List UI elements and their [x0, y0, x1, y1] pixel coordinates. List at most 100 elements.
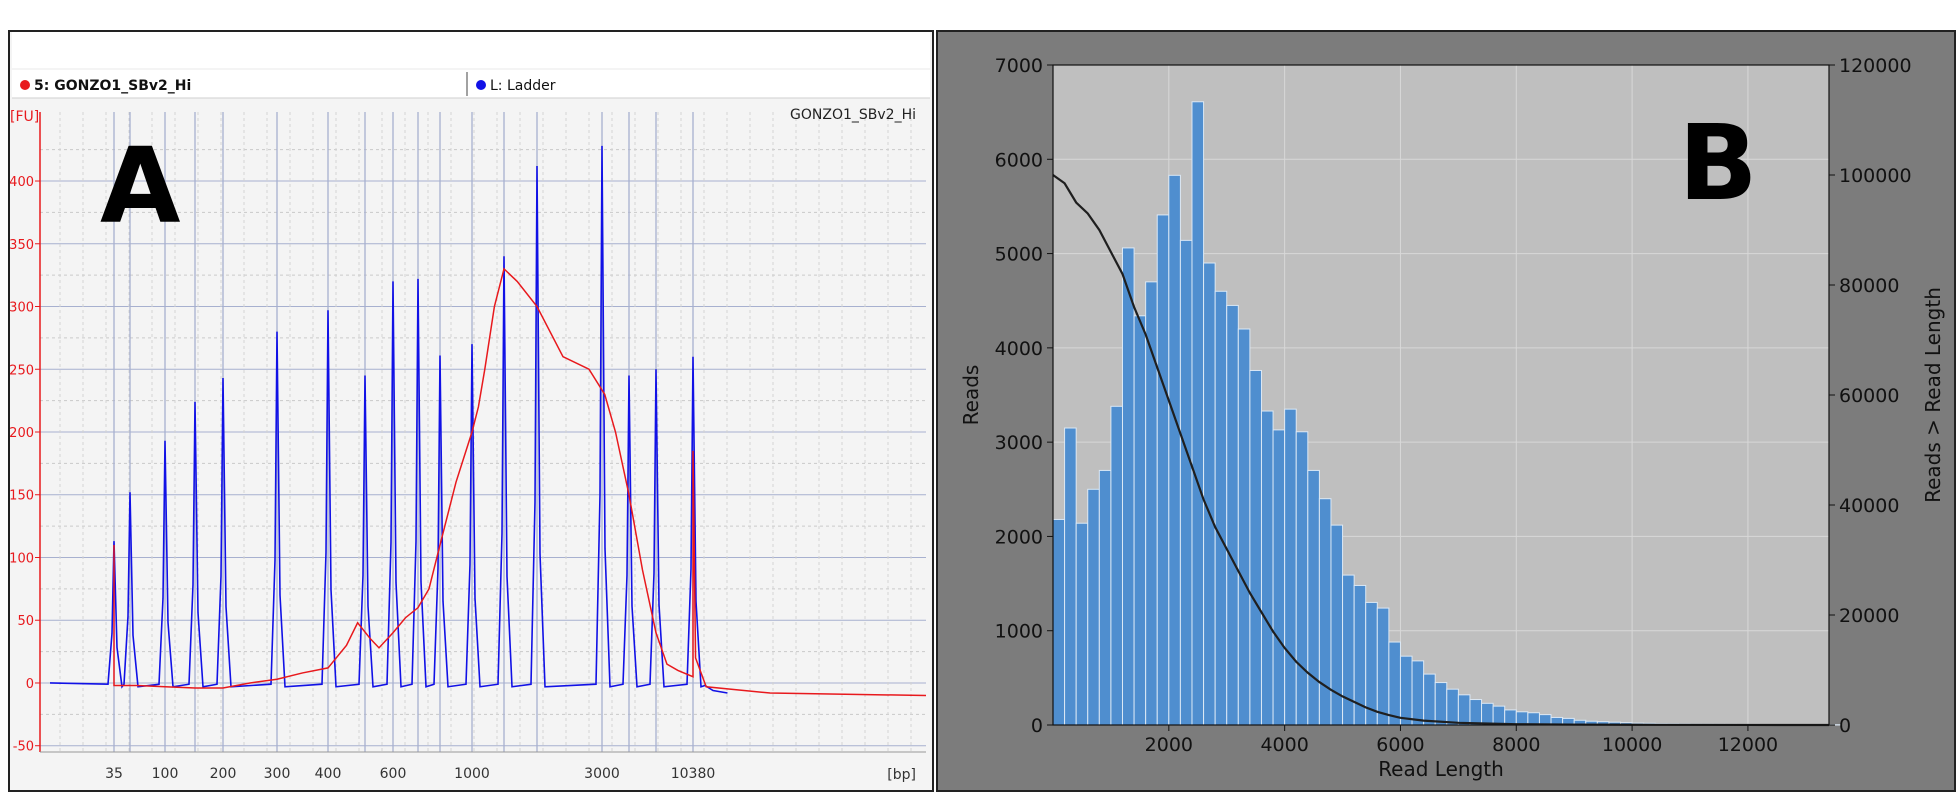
histogram-bar	[1064, 427, 1077, 726]
histogram-bar	[1515, 711, 1529, 726]
y-tick-label: 0	[1031, 715, 1043, 737]
histogram-bar	[1156, 214, 1170, 726]
x-tick-label: 6000	[1376, 734, 1424, 756]
y-tick-label: 200	[10, 426, 34, 441]
histogram-bar	[1342, 574, 1355, 726]
histogram-bar	[1492, 705, 1506, 726]
x-axis-ticks: 35 100 200 300 400 600 1000 3000 10380	[105, 766, 715, 782]
histogram-bar	[1411, 660, 1425, 726]
histogram-bar	[1365, 601, 1378, 726]
y2-tick-label: 60000	[1839, 385, 1899, 407]
cumulative-curve	[1052, 174, 1830, 727]
y-tick-label: 150	[10, 489, 34, 504]
y-tick-label: 400	[10, 175, 34, 190]
histogram-bar	[1110, 405, 1123, 726]
grid	[40, 112, 926, 752]
x-tick-label: 600	[380, 766, 407, 782]
y2-tick-label: 120000	[1839, 55, 1912, 77]
ladder-legend-label: L: Ladder	[490, 78, 556, 94]
sample-title: GONZO1_SBv2_Hi	[790, 107, 916, 123]
electropherogram-chart: 5: GONZO1_SBv2_Hi L: Ladder 35 100 200 300 4…	[10, 32, 930, 783]
y-tick-label: 5000	[995, 244, 1043, 266]
x-axis-title: Read Length	[1378, 757, 1504, 781]
x-tick-label: 3000	[584, 766, 620, 782]
histogram-bar	[1133, 315, 1147, 726]
read-length-panel: 2000 4000 6000 8000 10000 12000 0 1000 2000 3000…	[936, 30, 1956, 792]
histogram-bar	[1423, 673, 1436, 726]
histogram-bar	[1249, 369, 1262, 726]
x-tick-label: 10380	[671, 766, 716, 782]
y-tick-label: 100	[10, 551, 34, 566]
x-tick-label: 12000	[1718, 734, 1778, 756]
y-axis-ticks: 0 1000 2000 3000 4000 5000 6000 7000	[995, 55, 1053, 737]
y2-axis-ticks: 0 20000 40000 60000 80000 100000 120000	[1829, 55, 1912, 737]
x-tick-label: 2000	[1145, 734, 1193, 756]
y-unit-label: [FU]	[10, 109, 39, 125]
histogram-bar	[1121, 247, 1135, 726]
histogram-bar	[1457, 694, 1471, 726]
histogram-bar	[1295, 431, 1309, 726]
histogram-bar	[1087, 488, 1100, 726]
histogram-bar	[1504, 709, 1517, 726]
x-tick-label: 10000	[1602, 734, 1662, 756]
histogram-bar	[1469, 699, 1483, 726]
panel-letter-a: A	[100, 125, 181, 247]
y2-tick-label: 0	[1839, 715, 1851, 737]
y2-axis-title: Reads > Read Length	[1921, 287, 1945, 503]
histogram-bar	[1260, 410, 1274, 726]
y2-tick-label: 100000	[1839, 165, 1912, 187]
header-strip	[12, 32, 930, 68]
sample-trace	[113, 267, 927, 697]
histogram-bar	[1318, 498, 1332, 726]
histogram-bar	[1481, 702, 1494, 726]
y-tick-label: 6000	[995, 149, 1043, 171]
y-tick-label: 350	[10, 238, 34, 253]
histogram-bar	[1399, 655, 1413, 726]
histogram-bar	[1179, 239, 1193, 726]
histogram-bar	[1203, 262, 1216, 726]
histogram-bar	[1098, 469, 1112, 726]
histogram-bar	[1284, 408, 1297, 726]
x-tick-label: 200	[210, 766, 237, 782]
y2-tick-label: 40000	[1839, 495, 1899, 517]
y-tick-label: 50	[17, 614, 34, 629]
x-tick-label: 300	[264, 766, 291, 782]
y-tick-label: 250	[10, 363, 34, 378]
ladder-trace	[49, 145, 728, 694]
y-tick-label: 300	[10, 301, 34, 316]
y-tick-label: 0	[26, 677, 34, 692]
y-tick-label: 3000	[995, 432, 1043, 454]
y-tick-label: 4000	[995, 338, 1043, 360]
x-tick-label: 400	[315, 766, 342, 782]
x-tick-label: 8000	[1492, 734, 1540, 756]
panel-letter-b: B	[1678, 102, 1757, 224]
histogram-bar	[1446, 688, 1459, 726]
histogram-bar	[1214, 290, 1228, 726]
x-tick-label: 4000	[1260, 734, 1308, 756]
x-tick-label: 100	[152, 766, 179, 782]
bioanalyzer-panel: 5: GONZO1_SBv2_Hi L: Ladder 35 100 200 300 4…	[8, 30, 934, 792]
y-tick-label: 7000	[995, 55, 1043, 77]
histogram-bar	[1168, 174, 1181, 726]
histogram-bar	[1307, 469, 1320, 726]
y-tick-label: 1000	[995, 621, 1043, 643]
legend-bar	[12, 70, 930, 98]
x-tick-label: 35	[105, 766, 123, 782]
histogram-bar	[1191, 101, 1205, 726]
x-unit-label: [bp]	[887, 767, 916, 783]
histogram-bar	[1527, 712, 1540, 726]
histogram-bar	[1052, 518, 1066, 726]
histogram-bar	[1226, 304, 1239, 726]
histogram-bar	[1388, 641, 1401, 726]
x-tick-label: 1000	[454, 766, 490, 782]
x-axis-ticks: 2000 4000 6000 8000 10000 12000	[1145, 725, 1778, 756]
sample-legend-label: 5: GONZO1_SBv2_Hi	[34, 78, 191, 94]
y-tick-label: -50	[13, 740, 34, 755]
y2-tick-label: 20000	[1839, 605, 1899, 627]
traces	[49, 145, 927, 697]
y-axis-ticks: -50 0 50 100 150 200 250 300 350 400	[10, 175, 40, 755]
sample-legend-marker	[20, 80, 30, 90]
y2-tick-label: 80000	[1839, 275, 1899, 297]
histogram-bar	[1237, 328, 1251, 726]
histogram-bar	[1075, 522, 1089, 726]
